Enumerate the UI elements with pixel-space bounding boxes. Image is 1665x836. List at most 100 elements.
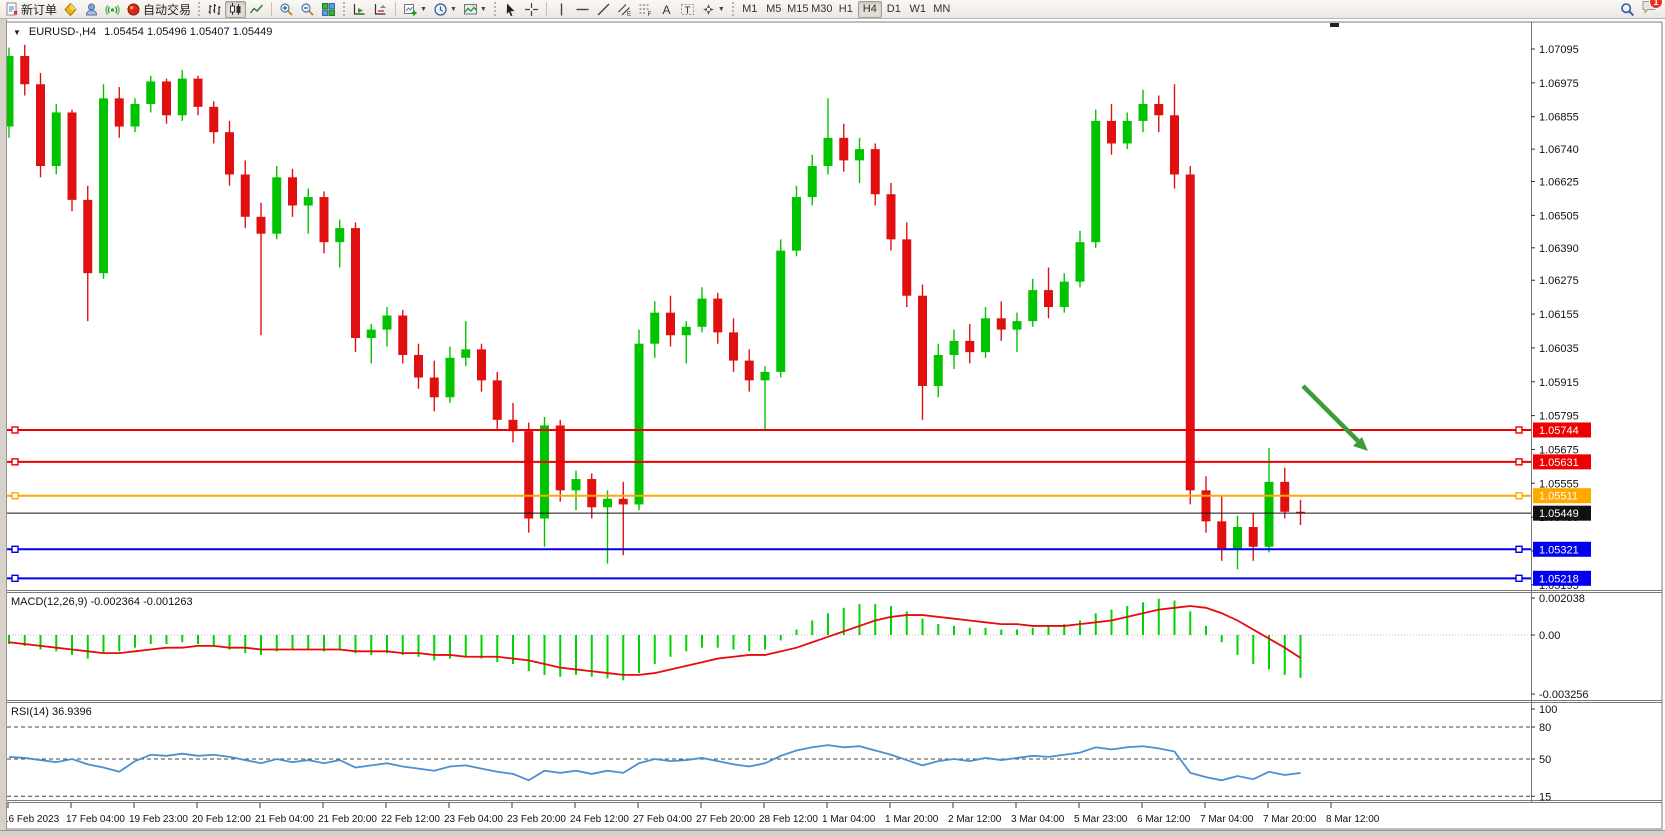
candle-body xyxy=(398,315,408,355)
line-handle[interactable] xyxy=(1515,491,1523,500)
cursor-button[interactable] xyxy=(500,1,521,18)
timeframe-button-d1[interactable]: D1 xyxy=(886,3,901,15)
horizontal-line-1.05321[interactable]: 1.05321 xyxy=(7,541,1591,557)
line-handle[interactable] xyxy=(1515,574,1523,583)
candle-body xyxy=(555,425,565,491)
timeframe-button-h1[interactable]: H1 xyxy=(838,3,853,15)
candle-body xyxy=(1201,490,1211,522)
candle-body xyxy=(618,498,628,505)
trend-arrow-annotation[interactable] xyxy=(1301,384,1368,451)
price-tag-text: 1.05631 xyxy=(1539,457,1579,469)
svg-text:24 Feb 12:00: 24 Feb 12:00 xyxy=(570,814,629,825)
line-handle[interactable] xyxy=(1515,545,1523,553)
new-order-button[interactable]: 新订单 xyxy=(2,1,60,18)
horizontal-line-1.05511[interactable]: 1.05511 xyxy=(7,488,1591,504)
horizontal-line-1.05218[interactable]: 1.05218 xyxy=(7,570,1591,586)
chart-shift-button[interactable] xyxy=(370,1,391,18)
candle-body xyxy=(366,329,376,339)
signals-button[interactable] xyxy=(102,1,123,18)
svg-text:80: 80 xyxy=(1539,722,1551,734)
svg-text:1.05915: 1.05915 xyxy=(1539,377,1579,389)
new-chart-button[interactable]: ▼ xyxy=(400,1,430,18)
timeframe-button-w1[interactable]: W1 xyxy=(909,3,927,15)
bar-chart-button[interactable] xyxy=(204,1,225,18)
svg-text:1 Mar 04:00: 1 Mar 04:00 xyxy=(822,814,876,825)
candle-body xyxy=(1154,103,1164,116)
horizontal-line-1.05449[interactable]: 1.05449 xyxy=(7,505,1591,521)
vertical-line-button[interactable] xyxy=(551,1,572,18)
price-tag-text: 1.05321 xyxy=(1539,544,1579,556)
rsi-pane[interactable]: 100 80 50 15 xyxy=(7,704,1557,803)
horizontal-line-button[interactable] xyxy=(572,1,593,18)
one-click-trading-toggle[interactable]: ▼ xyxy=(13,27,21,37)
svg-text:0.002038: 0.002038 xyxy=(1539,593,1585,605)
horizontal-line-1.05744[interactable]: 1.05744 xyxy=(7,422,1591,438)
crosshair-button[interactable] xyxy=(521,1,542,18)
zoom-in-button[interactable] xyxy=(276,1,297,18)
line-handle[interactable] xyxy=(11,458,19,466)
timeframe-button-h4[interactable]: H4 xyxy=(857,0,882,18)
svg-text:A: A xyxy=(662,3,670,17)
candle-body xyxy=(20,56,30,85)
price-tag xyxy=(1533,454,1591,470)
crosshair-icon xyxy=(524,2,538,16)
svg-text:-0.003256: -0.003256 xyxy=(1539,689,1589,701)
svg-text:1.06855: 1.06855 xyxy=(1539,112,1579,124)
horizontal-line-1.05631[interactable]: 1.05631 xyxy=(7,454,1591,470)
channel-icon: E xyxy=(617,3,631,17)
macd-pane[interactable]: 0.002038 0.00 -0.003256 xyxy=(6,593,1589,701)
candle-body xyxy=(67,112,77,200)
line-handle[interactable] xyxy=(1515,458,1523,466)
svg-text:27 Feb 20:00: 27 Feb 20:00 xyxy=(696,814,755,825)
profile-button[interactable] xyxy=(81,1,102,18)
line-handle[interactable] xyxy=(11,574,19,583)
zoom-out-button[interactable] xyxy=(297,1,318,18)
candle-body xyxy=(981,318,990,353)
trendline-button[interactable] xyxy=(593,1,614,18)
candlestick-chart-button[interactable] xyxy=(225,0,247,18)
arrows-button[interactable]: ▼ xyxy=(698,1,728,18)
candle-body xyxy=(193,78,203,107)
market-watch-icon xyxy=(64,2,77,16)
auto-scroll-button[interactable] xyxy=(349,1,370,18)
toolbar-grip xyxy=(493,2,496,16)
candle-body xyxy=(1296,511,1305,514)
market-watch-button[interactable] xyxy=(60,1,81,18)
text-button[interactable]: A xyxy=(656,1,677,18)
timeframe-button-m1[interactable]: M1 xyxy=(742,3,758,15)
svg-text:27 Feb 04:00: 27 Feb 04:00 xyxy=(633,814,692,825)
toolbar-grip xyxy=(198,2,201,16)
svg-text:1.06625: 1.06625 xyxy=(1539,177,1579,189)
candle-body xyxy=(130,103,140,127)
period-button[interactable]: ▼ xyxy=(430,1,460,18)
line-handle[interactable] xyxy=(11,491,19,500)
autotrading-button[interactable]: 自动交易 xyxy=(123,1,194,18)
svg-text:1.05675: 1.05675 xyxy=(1539,444,1579,456)
timeframe-button-mn[interactable]: MN xyxy=(933,3,951,15)
price-tag-text: 1.05744 xyxy=(1539,425,1579,437)
text-label-button[interactable]: T xyxy=(677,1,698,18)
fibonacci-button[interactable]: F xyxy=(635,1,656,18)
channel-button[interactable]: E xyxy=(614,1,635,18)
line-handle[interactable] xyxy=(11,426,19,434)
timeframe-button-m5[interactable]: M5 xyxy=(766,3,782,15)
candle-body xyxy=(540,425,549,519)
arrows-icon xyxy=(702,3,714,15)
chart-shift-marker[interactable] xyxy=(1330,23,1339,27)
fibonacci-icon: F xyxy=(639,4,651,17)
line-handle[interactable] xyxy=(11,545,19,553)
candle-body xyxy=(461,349,471,358)
price-tag-text: 1.05218 xyxy=(1539,573,1579,585)
template-button[interactable]: ▼ xyxy=(460,1,490,18)
zoom-out-icon xyxy=(301,2,314,16)
candle-body xyxy=(240,174,250,217)
line-chart-button[interactable] xyxy=(246,1,267,18)
search-icon[interactable] xyxy=(1620,2,1635,17)
chat-button[interactable]: 1 xyxy=(1641,0,1663,19)
candle-body xyxy=(1185,174,1195,491)
timeframe-button-m30[interactable]: M30 xyxy=(811,3,833,15)
line-handle[interactable] xyxy=(1515,426,1523,434)
timeframe-button-m15[interactable]: M15 xyxy=(787,3,809,15)
tile-windows-button[interactable] xyxy=(318,1,339,18)
